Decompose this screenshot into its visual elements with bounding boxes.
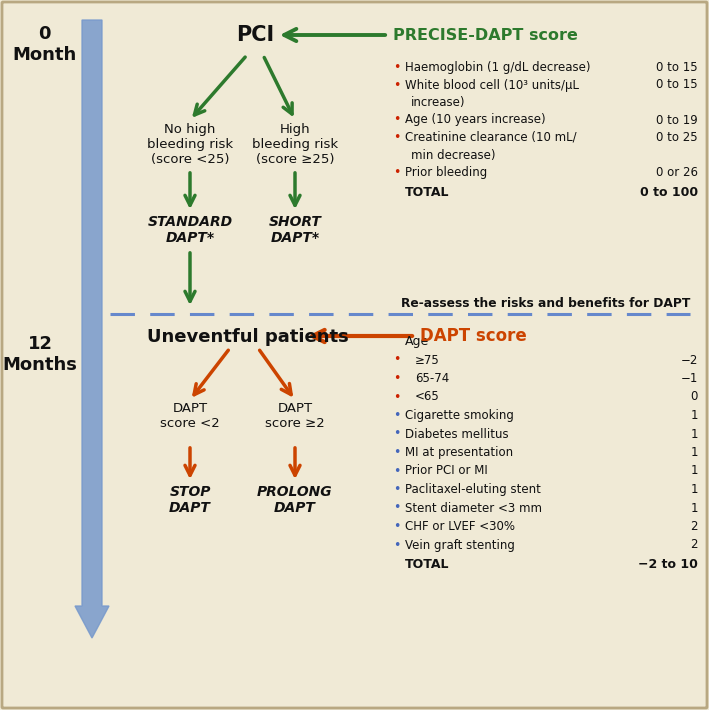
Text: DAPT score: DAPT score [420,327,527,345]
Text: •: • [393,79,401,92]
Text: min decrease): min decrease) [411,148,496,161]
Text: STOP
DAPT: STOP DAPT [169,485,211,515]
Text: •: • [393,391,401,403]
Text: 0 or 26: 0 or 26 [656,166,698,179]
Text: PCI: PCI [236,25,274,45]
Text: increase): increase) [411,96,466,109]
Text: 1: 1 [691,446,698,459]
Text: •: • [393,409,401,422]
Text: ≥75: ≥75 [415,354,440,366]
Text: TOTAL: TOTAL [405,185,450,199]
Text: −2: −2 [681,354,698,366]
Text: 0 to 19: 0 to 19 [657,114,698,126]
Text: Uneventful patients: Uneventful patients [147,328,349,346]
Text: 1: 1 [691,501,698,515]
Text: Age (10 years increase): Age (10 years increase) [405,114,546,126]
Text: •: • [393,372,401,385]
Text: •: • [393,131,401,144]
Text: Creatinine clearance (10 mL/: Creatinine clearance (10 mL/ [405,131,576,144]
Text: DAPT
score ≥2: DAPT score ≥2 [265,402,325,430]
Text: PRECISE-DAPT score: PRECISE-DAPT score [393,28,578,43]
Text: •: • [393,501,401,515]
Text: •: • [393,464,401,478]
Text: 1: 1 [691,427,698,440]
Text: DAPT
score <2: DAPT score <2 [160,402,220,430]
Text: SHORT
DAPT*: SHORT DAPT* [269,215,321,245]
Text: Stent diameter <3 mm: Stent diameter <3 mm [405,501,542,515]
Text: CHF or LVEF <30%: CHF or LVEF <30% [405,520,515,533]
Text: Paclitaxel-eluting stent: Paclitaxel-eluting stent [405,483,541,496]
Text: Prior bleeding: Prior bleeding [405,166,487,179]
Text: 0 to 100: 0 to 100 [640,185,698,199]
Text: •: • [393,446,401,459]
Text: 0 to 15: 0 to 15 [657,61,698,74]
Text: No high
bleeding risk
(score <25): No high bleeding risk (score <25) [147,123,233,166]
Text: 1: 1 [691,483,698,496]
Text: Re-assess the risks and benefits for DAPT: Re-assess the risks and benefits for DAP… [401,297,690,310]
Text: 1: 1 [691,464,698,478]
Text: •: • [393,538,401,552]
Text: PROLONG
DAPT: PROLONG DAPT [257,485,333,515]
Text: 0
Month: 0 Month [12,25,76,64]
Text: Age: Age [405,335,429,348]
Text: 12
Months: 12 Months [3,335,77,373]
Text: •: • [393,61,401,74]
Text: STANDARD
DAPT*: STANDARD DAPT* [147,215,233,245]
Text: 2: 2 [691,520,698,533]
Text: 0 to 25: 0 to 25 [657,131,698,144]
Text: Prior PCI or MI: Prior PCI or MI [405,464,488,478]
Text: •: • [393,520,401,533]
Text: Cigarette smoking: Cigarette smoking [405,409,514,422]
Text: •: • [393,427,401,440]
Text: High
bleeding risk
(score ≥25): High bleeding risk (score ≥25) [252,123,338,166]
Text: 65-74: 65-74 [415,372,450,385]
Text: 1: 1 [691,409,698,422]
Text: Haemoglobin (1 g/dL decrease): Haemoglobin (1 g/dL decrease) [405,61,591,74]
Text: 2: 2 [691,538,698,552]
Text: <65: <65 [415,391,440,403]
Text: •: • [393,483,401,496]
Text: •: • [393,354,401,366]
Text: •: • [393,166,401,179]
FancyArrow shape [75,20,109,638]
Text: −1: −1 [681,372,698,385]
Text: Diabetes mellitus: Diabetes mellitus [405,427,508,440]
Text: •: • [393,114,401,126]
Text: 0 to 15: 0 to 15 [657,79,698,92]
Text: −2 to 10: −2 to 10 [638,558,698,571]
Text: 0: 0 [691,391,698,403]
Text: Vein graft stenting: Vein graft stenting [405,538,515,552]
Text: MI at presentation: MI at presentation [405,446,513,459]
Text: TOTAL: TOTAL [405,558,450,571]
Text: White blood cell (10³ units/μL: White blood cell (10³ units/μL [405,79,579,92]
